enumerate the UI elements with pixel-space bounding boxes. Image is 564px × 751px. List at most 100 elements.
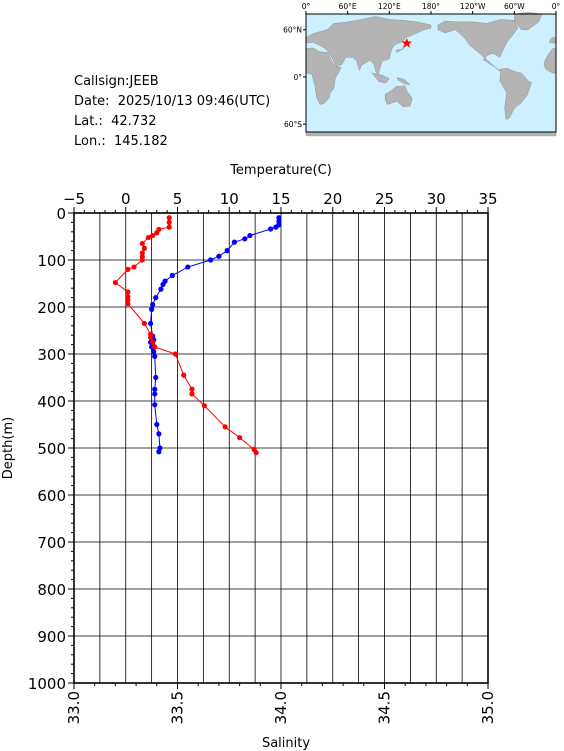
salinity-data-point	[181, 372, 187, 378]
temperature-data-point	[268, 226, 274, 232]
temperature-data-point	[154, 421, 160, 428]
landmass-4	[384, 85, 413, 108]
landmass-1	[305, 47, 342, 105]
depth-tick-label: 200	[37, 299, 66, 317]
salinity-data-point	[125, 289, 131, 295]
salinity-data-point	[154, 230, 160, 236]
map-lat-label: 60°N	[283, 26, 302, 35]
temperature-data-point	[242, 236, 248, 242]
salinity-data-point	[166, 219, 172, 225]
depth-tick-label: 800	[37, 581, 66, 599]
depth-tick-label: 900	[37, 628, 66, 646]
salinity-data-point	[253, 450, 259, 456]
depth-tick-label: 100	[37, 252, 66, 270]
temperature-tick-label: 10	[220, 190, 239, 208]
salinity-tick-label: 35.0	[479, 691, 497, 724]
salinity-tick-label: 33.5	[169, 691, 187, 724]
salinity-data-point	[150, 339, 156, 345]
latitude-text: Lat.: 42.732	[74, 114, 157, 129]
date-text: Date: 2025/10/13 09:46(UTC)	[74, 94, 271, 109]
temperature-data-point	[158, 286, 164, 292]
salinity-data-point	[125, 297, 131, 303]
landmass-5	[437, 19, 519, 72]
temperature-data-point	[247, 232, 253, 239]
salinity-data-point	[222, 424, 228, 430]
salinity-data-point	[141, 320, 147, 327]
temperature-data-point	[224, 248, 230, 254]
temperature-data-point	[208, 257, 214, 263]
temperature-data-point	[276, 215, 282, 221]
temperature-data-point	[216, 253, 222, 259]
salinity-data-point	[145, 234, 152, 241]
depth-tick-label: 0	[56, 205, 66, 223]
salinity-axis-label: Salinity	[262, 736, 310, 751]
landmass-0	[305, 16, 432, 77]
salinity-data-point	[139, 240, 145, 247]
temperature-data-point	[273, 224, 279, 230]
salinity-data-point	[166, 224, 172, 230]
depth-tick-label: 700	[37, 534, 66, 552]
landmass-3	[548, 37, 557, 44]
salinity-data-point	[139, 257, 145, 263]
salinity-data-point	[166, 215, 172, 221]
depth-axis-label: Depth(m)	[1, 417, 16, 479]
station-info: Callsign:JEEB Date: 2025/10/13 09:46(UTC…	[74, 72, 270, 152]
depth-tick-label: 300	[37, 346, 66, 364]
map-lon-label: 180°	[422, 2, 440, 11]
salinity-data-point	[131, 264, 137, 270]
salinity-tick-label: 34.0	[272, 691, 290, 724]
temperature-data-point	[185, 264, 191, 270]
map-lat-label: 60°S	[284, 120, 302, 129]
salinity-data-point	[172, 351, 179, 357]
depth-tick-label: 400	[37, 393, 66, 411]
callsign-text: Callsign:JEEB	[74, 74, 159, 89]
salinity-data-point	[125, 266, 131, 272]
landmass-9	[371, 72, 390, 84]
temperature-data-point	[150, 302, 156, 308]
temperature-data-point	[231, 239, 238, 245]
temperature-data-point	[156, 449, 162, 455]
temperature-data-point	[152, 402, 158, 408]
salinity-tick-label: 33.0	[65, 691, 83, 724]
salinity-data-point	[150, 232, 156, 239]
temperature-data-point	[152, 391, 158, 397]
map-lon-label: 0°	[552, 2, 561, 11]
depth-tick-label: 600	[37, 487, 66, 505]
temperature-data-point	[152, 386, 158, 392]
map-lon-label: 60°W	[504, 2, 525, 11]
salinity-data-point	[201, 403, 208, 409]
salinity-data-point	[139, 250, 145, 256]
landmass-6	[499, 68, 532, 120]
salinity-data-point	[125, 301, 131, 307]
map-lon-label: 60°E	[339, 2, 357, 11]
temperature-data-point	[160, 281, 166, 288]
salinity-data-point	[152, 344, 158, 350]
salinity-data-point	[112, 279, 118, 286]
temperature-axis-label: Temperature(C)	[229, 163, 332, 178]
temperature-tick-label: 25	[375, 190, 394, 208]
temperature-tick-label: 20	[323, 190, 342, 208]
salinity-data-point	[189, 386, 195, 392]
salinity-tick-label: 34.5	[376, 691, 394, 724]
landmass-7	[514, 12, 543, 30]
temperature-tick-label: 5	[173, 190, 183, 208]
temperature-data-point	[151, 349, 157, 355]
salinity-data-point	[237, 435, 243, 441]
map-lon-label: 0°	[302, 2, 311, 11]
temperature-data-point	[149, 306, 155, 312]
temperature-data-point	[153, 374, 159, 381]
longitude-text: Lon.: 145.182	[74, 134, 168, 149]
map-lon-label: 120°E	[378, 2, 401, 11]
temperature-tick-label: 0	[121, 190, 131, 208]
depth-tick-label: 1000	[28, 675, 66, 693]
temperature-tick-label: 15	[271, 190, 290, 208]
map-lon-label: 120°W	[460, 2, 486, 11]
salinity-data-point	[147, 334, 154, 341]
depth-tick-label: 500	[37, 440, 66, 458]
world-map: 0° 60°E 120°E 180° 120°W 60°W 0° 60°N 0° 60°S	[283, 2, 561, 137]
temperature-data-point	[169, 272, 175, 279]
temperature-tick-label: 35	[478, 190, 497, 208]
landmass-10	[396, 77, 411, 86]
salinity-data-point	[189, 391, 195, 397]
